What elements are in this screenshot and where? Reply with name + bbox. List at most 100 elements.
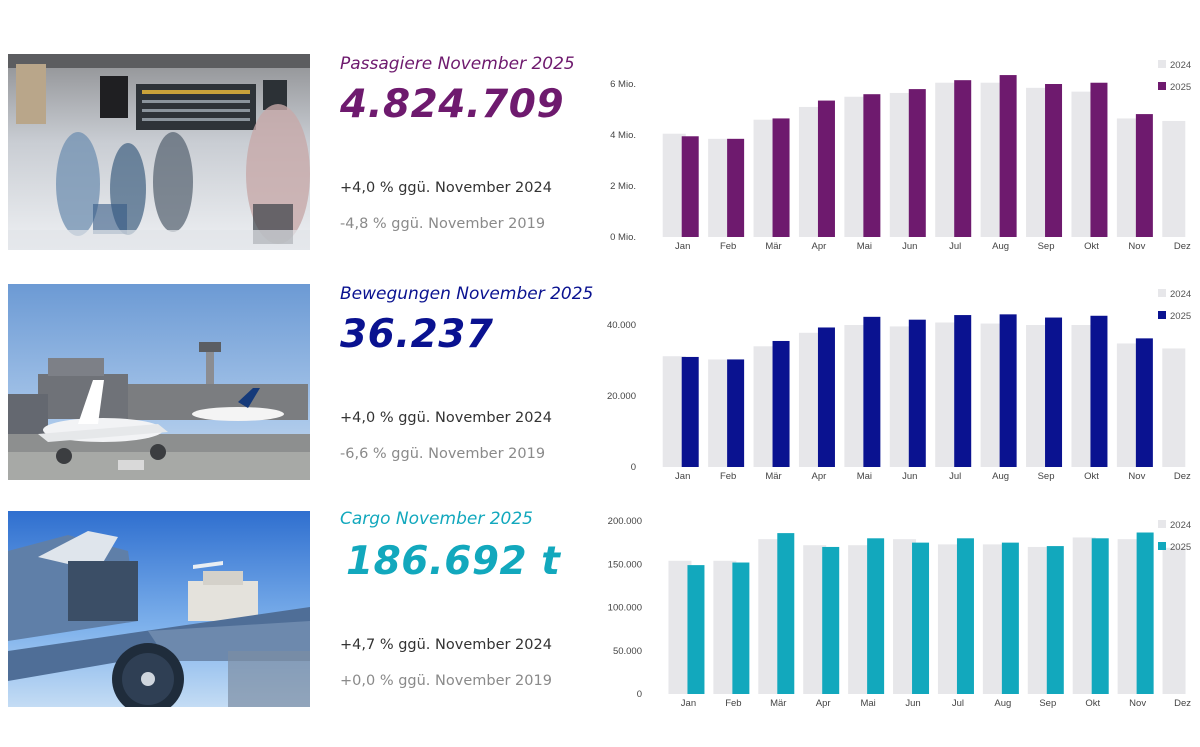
movements-bar-2024	[1162, 348, 1186, 467]
cargo-bar-2025	[867, 538, 885, 694]
cargo-bar-2024	[713, 560, 737, 694]
passengers-bar-2024	[1162, 120, 1186, 237]
movements-bar-2025	[1135, 338, 1153, 467]
movements-legend-swatch-2025	[1158, 311, 1166, 319]
cargo-bar-2025	[912, 542, 930, 694]
movements-kpi-title: Bewegungen November 2025	[340, 284, 594, 304]
passengers-bar-2024	[980, 82, 1004, 237]
movements-xtick-label: Mär	[765, 471, 781, 482]
cargo-bar-2025	[687, 565, 705, 694]
movements-legend-swatch-2024	[1158, 289, 1166, 297]
apron-aircraft-photo	[8, 284, 310, 480]
cargo-legend-label-2024: 2024	[1170, 520, 1191, 531]
cargo-bar-2025	[822, 546, 840, 694]
passengers-xtick-label: Mai	[857, 241, 872, 252]
cargo-xtick-label: Nov	[1129, 698, 1146, 709]
movements-kpi-value: 36.237	[340, 312, 494, 357]
movements-bar-2025	[999, 314, 1017, 467]
cargo-chart: 0 50.000 100.000 150.000 200.000 Jan Feb Mär Apr…	[600, 511, 1200, 711]
passengers-bar-2024	[708, 138, 732, 237]
passengers-ytick-label: 2 Mio.	[610, 181, 636, 192]
movements-xtick-label: Feb	[720, 471, 736, 482]
movements-bar-2025	[727, 359, 745, 467]
passengers-bar-2025	[727, 138, 745, 237]
passengers-xtick-label: Jun	[902, 241, 917, 252]
cargo-bar-2025	[1091, 538, 1109, 694]
passengers-legend-swatch-2024	[1158, 60, 1166, 68]
cargo-bar-2024	[1072, 537, 1096, 694]
cargo-section: Cargo November 2025 186.692 t +4,7 % ggü…	[0, 509, 1200, 711]
cargo-kpi-title: Cargo November 2025	[340, 509, 533, 529]
movements-comparison-2019: -6,6 % ggü. November 2019	[340, 446, 546, 462]
passengers-bar-2024	[889, 92, 913, 237]
passengers-bar-2024	[662, 133, 686, 237]
passengers-bar-2024	[1071, 91, 1095, 238]
cargo-legend-swatch-2024	[1158, 520, 1166, 528]
movements-ytick-label: 20.000	[607, 391, 636, 402]
passengers-comparison-2019: -4,8 % ggü. November 2019	[340, 216, 546, 232]
cargo-xtick-label: Aug	[994, 698, 1011, 709]
passengers-bar-2025	[1045, 84, 1063, 237]
movements-kpi: Bewegungen November 2025 36.237 +4,0 % g…	[340, 284, 594, 484]
cargo-xtick-label: Sep	[1039, 698, 1056, 709]
movements-legend-label-2025: 2025	[1170, 311, 1191, 322]
movements-bar-2025	[681, 356, 699, 467]
cargo-xtick-label: Mär	[770, 698, 786, 709]
cargo-loading-photo	[8, 511, 310, 707]
cargo-xtick-label: Dez	[1174, 698, 1191, 709]
passengers-kpi-title: Passagiere November 2025	[340, 54, 575, 74]
cargo-bar-2024	[982, 544, 1006, 694]
cargo-ytick-label: 50.000	[613, 646, 642, 657]
movements-bar-2024	[662, 356, 686, 467]
movements-bar-2024	[708, 359, 732, 467]
movements-ytick-label: 0	[631, 462, 636, 473]
passengers-bar-2024	[935, 82, 959, 237]
passengers-xtick-label: Okt	[1084, 241, 1099, 252]
movements-bar-2025	[1045, 317, 1063, 467]
passengers-bar-2024	[1026, 87, 1050, 237]
passengers-legend-swatch-2025	[1158, 82, 1166, 90]
cargo-xtick-label: Feb	[725, 698, 741, 709]
movements-bar-2025	[1090, 315, 1108, 467]
movements-bar-2024	[1071, 325, 1095, 467]
passengers-xtick-label: Nov	[1128, 241, 1145, 252]
movements-xtick-label: Okt	[1084, 471, 1099, 482]
cargo-bar-2025	[1136, 532, 1154, 694]
movements-comparison-2024: +4,0 % ggü. November 2024	[340, 410, 552, 426]
passengers-bar-2024	[798, 106, 822, 237]
passengers-xtick-label: Aug	[992, 241, 1009, 252]
movements-bar-2024	[980, 323, 1004, 467]
cargo-ytick-label: 200.000	[608, 516, 642, 527]
passengers-section: Passagiere November 2025 4.824.709 +4,0 …	[0, 54, 1200, 254]
cargo-xtick-label: Mai	[860, 698, 875, 709]
passengers-bar-2024	[1116, 118, 1140, 237]
cargo-kpi: Cargo November 2025 186.692 t +4,7 % ggü…	[340, 509, 590, 711]
movements-bar-2025	[817, 327, 835, 467]
cargo-bar-2024	[1117, 539, 1141, 694]
cargo-bar-2024	[1027, 546, 1051, 694]
passengers-xtick-label: Dez	[1174, 241, 1191, 252]
cargo-legend-label-2025: 2025	[1170, 542, 1191, 553]
cargo-bar-2024	[803, 545, 827, 694]
movements-bar-2024	[1026, 325, 1050, 467]
cargo-bar-2025	[1046, 546, 1064, 694]
movements-xtick-label: Nov	[1128, 471, 1145, 482]
passengers-legend-label-2024: 2024	[1170, 60, 1191, 71]
cargo-bar-2024	[893, 539, 917, 694]
passengers-xtick-label: Jan	[675, 241, 690, 252]
passengers-bar-2024	[844, 96, 868, 237]
passengers-xtick-label: Jul	[949, 241, 961, 252]
passengers-xtick-label: Feb	[720, 241, 736, 252]
cargo-kpi-value: 186.692 t	[346, 539, 561, 584]
cargo-bar-2025	[732, 562, 750, 694]
passengers-comparison-2024: +4,0 % ggü. November 2024	[340, 180, 552, 196]
movements-ytick-label: 40.000	[607, 320, 636, 331]
movements-bar-2024	[1116, 343, 1140, 467]
movements-chart: 0 20.000 40.000 Jan Feb Mär Apr Mai Jun Jul Aug Sep…	[600, 284, 1200, 484]
cargo-bar-2025	[777, 533, 795, 694]
terminal-crowd-photo	[8, 54, 310, 250]
passengers-xtick-label: Mär	[765, 241, 781, 252]
movements-bar-2024	[935, 322, 959, 467]
movements-xtick-label: Jul	[949, 471, 961, 482]
cargo-comparison-2024: +4,7 % ggü. November 2024	[340, 637, 552, 653]
